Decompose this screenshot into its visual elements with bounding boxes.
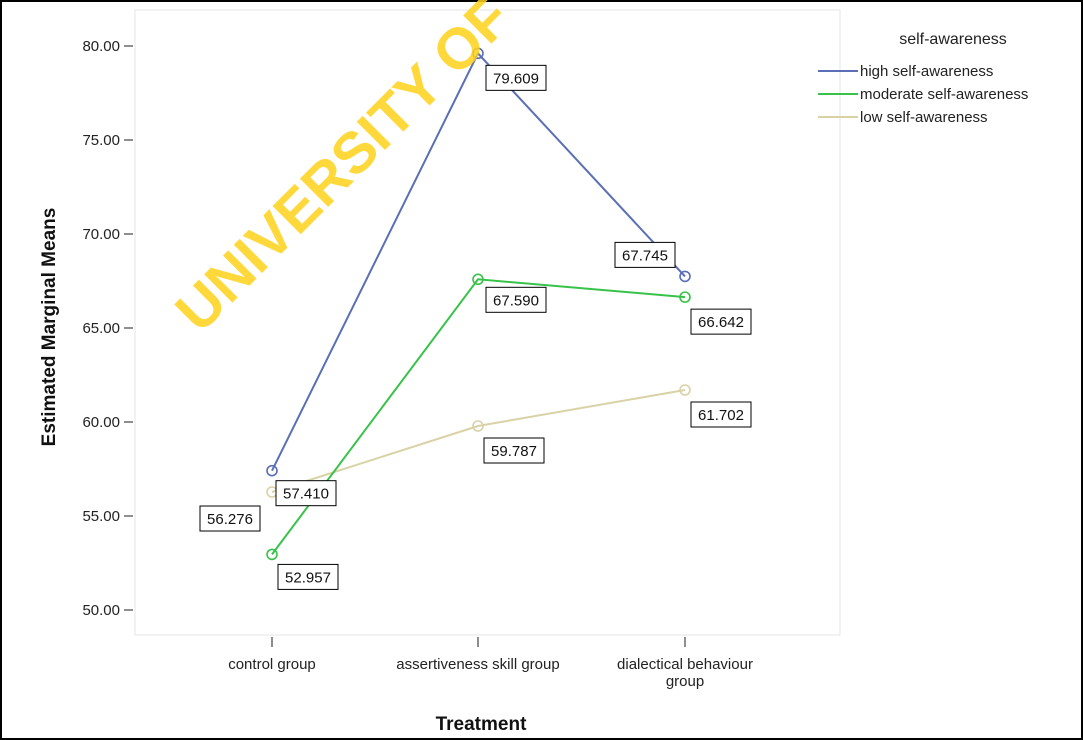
x-axis-title: Treatment	[436, 714, 527, 735]
data-label: 67.745	[622, 247, 668, 264]
y-tick-label: 60.00	[82, 414, 120, 431]
y-tick-label: 75.00	[82, 132, 120, 149]
data-point-marker	[679, 384, 691, 396]
data-label: 61.702	[698, 407, 744, 424]
data-label-box	[275, 480, 337, 507]
plot-axes: 50.00 55.00 60.00 65.00 70.00 75.00 80.00 contr…	[82, 9, 841, 690]
data-label: 59.787	[491, 443, 537, 460]
data-label-box	[690, 401, 752, 428]
data-label: 67.590	[493, 292, 539, 309]
data-point-marker	[679, 291, 691, 303]
legend-title: self-awareness	[899, 31, 1007, 48]
legend-entry-label: low self-awareness	[860, 109, 988, 126]
x-category-label: assertiveness skill group	[396, 656, 559, 673]
data-point-marker	[679, 270, 691, 283]
data-point-marker	[472, 47, 484, 60]
data-point-marker	[266, 548, 278, 561]
data-label-box	[483, 437, 545, 464]
data-label-box	[614, 241, 676, 268]
legend-entry-label: moderate self-awareness	[860, 86, 1028, 103]
y-tick-label: 55.00	[82, 508, 120, 525]
x-category-label: group	[666, 673, 704, 690]
data-label-box	[690, 308, 752, 335]
data-label-box	[485, 64, 547, 91]
legend-entry-label: high self-awareness	[860, 63, 993, 80]
data-label: 79.609	[493, 70, 539, 87]
y-tick-label: 80.00	[82, 38, 120, 55]
data-label-box	[277, 563, 339, 590]
x-category-label: dialectical behaviour	[617, 656, 753, 673]
plot-area	[134, 9, 841, 636]
data-point-marker	[472, 420, 484, 432]
series-layer	[266, 47, 691, 561]
data-label: 66.642	[698, 314, 744, 331]
data-label: 57.410	[283, 486, 329, 503]
data-label: 52.957	[285, 569, 331, 586]
data-point-marker	[266, 464, 278, 477]
y-axis-title: Estimated Marginal Means	[39, 208, 60, 447]
data-point-marker	[472, 273, 484, 286]
series-line	[271, 389, 686, 493]
series-line	[271, 278, 686, 555]
x-category-label: control group	[228, 656, 316, 673]
y-tick-label: 50.00	[82, 602, 120, 619]
data-label: 56.276	[207, 511, 253, 528]
data-labels-layer: 57.410 79.609 67.745 52.957 67.590 66.642 56.2…	[199, 64, 752, 590]
legend: self-awareness high self-awareness modera…	[818, 31, 1028, 126]
series-line	[271, 51, 686, 472]
y-tick-label: 70.00	[82, 226, 120, 243]
data-label-box	[485, 286, 547, 313]
data-label-box	[199, 505, 261, 532]
y-tick-label: 65.00	[82, 320, 120, 337]
